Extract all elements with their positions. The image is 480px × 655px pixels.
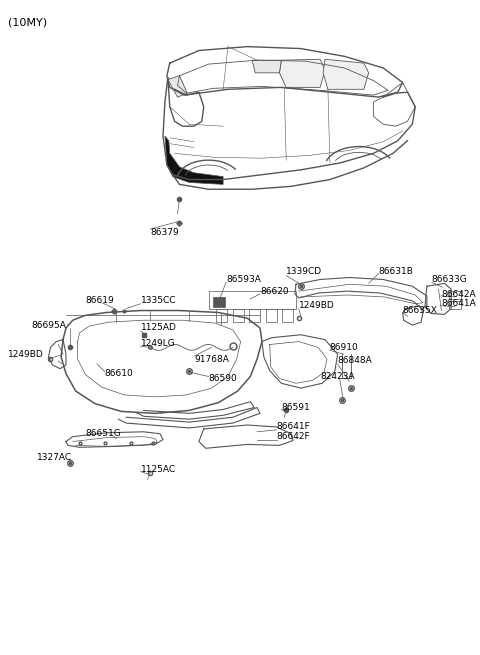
Text: 86641F: 86641F xyxy=(276,422,310,432)
Bar xyxy=(449,291,461,299)
Text: 1125AD: 1125AD xyxy=(141,324,177,333)
Text: 86379: 86379 xyxy=(150,229,179,237)
Text: 86695A: 86695A xyxy=(31,320,66,329)
Text: 86642A: 86642A xyxy=(442,290,476,299)
Text: 86910: 86910 xyxy=(330,343,359,352)
Text: 1327AC: 1327AC xyxy=(37,453,72,462)
Text: 86633G: 86633G xyxy=(432,275,468,284)
Text: 1249BD: 1249BD xyxy=(8,350,44,359)
Bar xyxy=(209,291,296,309)
Text: 86635X: 86635X xyxy=(403,306,437,315)
Polygon shape xyxy=(168,76,187,97)
Text: 1125AC: 1125AC xyxy=(141,465,176,474)
Text: 91768A: 91768A xyxy=(194,354,229,364)
Bar xyxy=(249,309,260,322)
Bar xyxy=(214,297,225,307)
Bar xyxy=(216,309,227,322)
Text: 86641A: 86641A xyxy=(442,299,476,309)
Text: 1335CC: 1335CC xyxy=(141,296,176,305)
Text: 86642F: 86642F xyxy=(276,432,310,441)
Text: 86848A: 86848A xyxy=(337,356,372,365)
Text: 86593A: 86593A xyxy=(226,275,261,284)
Text: (10MY): (10MY) xyxy=(8,18,47,28)
Polygon shape xyxy=(165,136,223,185)
Text: 86631B: 86631B xyxy=(378,267,413,276)
Text: 86610: 86610 xyxy=(105,369,133,378)
Bar xyxy=(266,309,276,322)
Polygon shape xyxy=(279,59,325,87)
Text: 86620: 86620 xyxy=(260,287,288,295)
Text: 1339CD: 1339CD xyxy=(286,267,323,276)
Polygon shape xyxy=(323,59,369,89)
Bar xyxy=(233,309,243,322)
Text: 86590: 86590 xyxy=(209,374,237,383)
Bar xyxy=(449,301,461,309)
Text: 86651G: 86651G xyxy=(85,429,121,438)
Text: 86619: 86619 xyxy=(85,296,114,305)
Text: 82423A: 82423A xyxy=(320,372,355,381)
Text: 86591: 86591 xyxy=(281,403,310,412)
Bar xyxy=(282,309,293,322)
Text: 1249LG: 1249LG xyxy=(141,339,175,348)
Text: 1249BD: 1249BD xyxy=(299,301,335,310)
Polygon shape xyxy=(252,60,281,73)
